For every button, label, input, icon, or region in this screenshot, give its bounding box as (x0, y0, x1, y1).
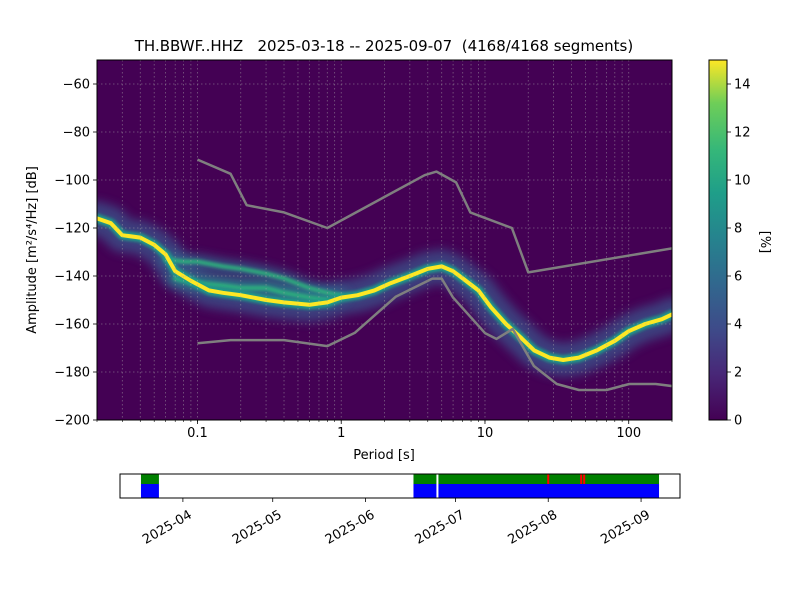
timeline-tick-label: 2025-06 (323, 508, 378, 548)
density-upper-branch (163, 257, 344, 298)
timeline-panel: 2025-04 2025-05 2025-06 2025-07 2025-08 2025-… (119, 473, 681, 548)
timeline-band-bottom (140, 484, 159, 498)
noise-model-high-line (197, 158, 672, 274)
colorbar-tick-label: 0 (734, 414, 742, 429)
colorbar-label: [%] (757, 231, 772, 254)
y-tick-label: −80 (63, 126, 90, 141)
colorbar-ticks: 0 2 4 6 8 10 12 14 (727, 78, 751, 429)
timeline-mark (436, 474, 439, 498)
timeline-tick-label: 2025-07 (413, 508, 468, 548)
x-axis-ticks: 0.1 1 10 100 (96, 420, 673, 441)
colorbar-gradient (708, 59, 728, 421)
density-mode-line (97, 216, 672, 362)
y-axis-label: Amplitude [m²/s⁴/Hz] [dB] (25, 166, 40, 334)
y-tick-label: −200 (54, 414, 90, 429)
chart-title: TH.BBWF..HHZ 2025-03-18 -- 2025-09-07 (4… (134, 37, 633, 55)
colorbar: 0 2 4 6 8 10 12 14 [%] (708, 59, 772, 429)
timeline-bands (140, 474, 660, 498)
timeline-tick-label: 2025-04 (140, 508, 195, 548)
timeline-mark (583, 474, 586, 484)
noise-models (197, 158, 672, 392)
timeline-band-top (413, 474, 660, 484)
x-tick-label: 1 (337, 426, 345, 441)
timeline-frame (119, 473, 681, 499)
timeline-mark (547, 474, 550, 484)
x-tick-label: 100 (616, 426, 641, 441)
timeline-band-bottom (413, 484, 660, 498)
psd-plot-area: 0.1 1 10 100 −60 −80 −100 −120 −140 −160 −180 −200 (54, 59, 673, 441)
x-tick-label: 10 (477, 426, 494, 441)
colorbar-tick-label: 8 (734, 222, 742, 237)
y-tick-label: −100 (54, 174, 90, 189)
colorbar-tick-label: 14 (734, 78, 751, 93)
timeline-band-top (140, 474, 159, 484)
y-tick-label: −120 (54, 222, 90, 237)
timeline-mark (580, 474, 583, 484)
density-layer (97, 201, 672, 377)
x-axis-label: Period [s] (353, 448, 415, 463)
noise-model-low-line (197, 277, 672, 392)
y-tick-label: −160 (54, 318, 90, 333)
timeline-tick-label: 2025-09 (598, 508, 653, 548)
colorbar-tick-label: 12 (734, 126, 751, 141)
x-tick-label: 0.1 (187, 426, 208, 441)
colorbar-tick-label: 2 (734, 366, 742, 381)
timeline-ticks: 2025-04 2025-05 2025-06 2025-07 2025-08 2025-… (140, 498, 653, 548)
y-tick-label: −180 (54, 366, 90, 381)
y-tick-label: −140 (54, 270, 90, 285)
colorbar-tick-label: 10 (734, 174, 751, 189)
colorbar-tick-label: 4 (734, 318, 742, 333)
colorbar-tick-label: 6 (734, 270, 742, 285)
timeline-tick-label: 2025-05 (230, 508, 285, 548)
y-tick-label: −60 (63, 78, 90, 93)
y-axis-ticks: −60 −80 −100 −120 −140 −160 −180 −200 (54, 78, 97, 429)
timeline-tick-label: 2025-08 (506, 508, 561, 548)
